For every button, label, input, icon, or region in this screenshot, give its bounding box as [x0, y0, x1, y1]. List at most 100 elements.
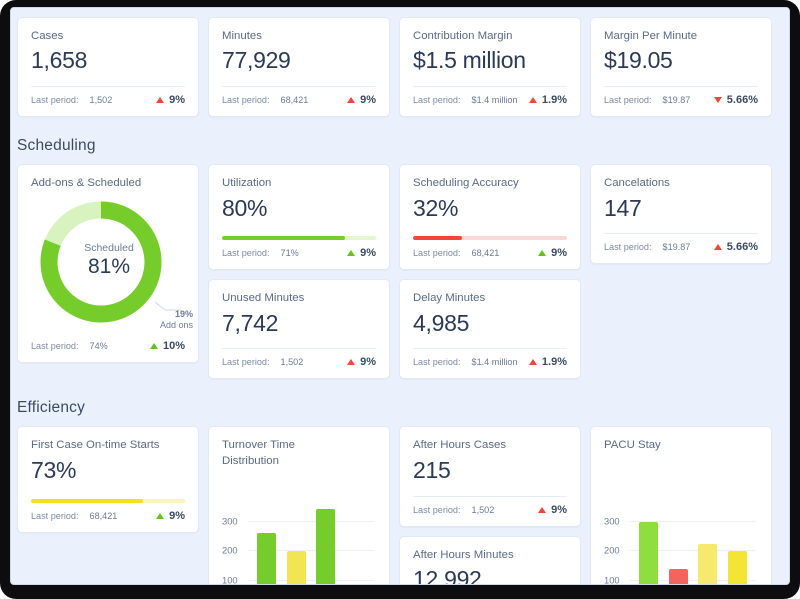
delta-indicator: 1.9% — [528, 356, 567, 369]
y-axis-tick-label: 300 — [604, 515, 620, 527]
section-title-scheduling: Scheduling — [17, 137, 96, 155]
last-period-label: Last period: — [413, 504, 461, 515]
last-period-value: 1,502 — [89, 95, 113, 106]
kpi-card-cases[interactable]: Cases 1,658 Last period: 1,502 9% — [17, 17, 199, 118]
progress-fill — [31, 498, 144, 503]
delta-indicator: 5.66% — [713, 241, 758, 254]
bar[interactable] — [727, 551, 747, 584]
chart-title-line1: PACU Stay — [604, 439, 661, 452]
bar[interactable] — [668, 569, 688, 584]
efficiency-col-first-case: First Case On-time Starts 73% Last perio… — [17, 426, 199, 533]
donut-center-label: Scheduled — [84, 241, 134, 254]
delta-value: 1.9% — [541, 356, 567, 369]
card-after-hours-minutes[interactable]: After Hours Minutes 12,992 — [399, 535, 581, 584]
last-period-label: Last period: — [413, 248, 461, 259]
card-label: Add-ons & Scheduled — [31, 177, 142, 190]
last-period-value: 74% — [89, 340, 108, 351]
delta-value: 1.9% — [541, 94, 567, 107]
last-period-value: 1,502 — [471, 504, 495, 515]
trend-up-icon — [713, 244, 722, 251]
bar-group — [634, 491, 752, 584]
card-after-hours-cases[interactable]: After Hours Cases 215 Last period: 1,502… — [399, 426, 581, 527]
card-unused-minutes[interactable]: Unused Minutes 7,742 Last period: 1,502 … — [208, 279, 390, 380]
card-footer: Last period: 68,421 9% — [413, 247, 567, 259]
grid-line — [630, 579, 756, 581]
progress-fill — [413, 236, 463, 241]
scheduling-col-utilization: Utilization 80% Last period: 71% 9% — [208, 164, 390, 380]
divider — [31, 86, 185, 88]
card-cancelations[interactable]: Cancelations 147 Last period: $19.87 5.6… — [590, 164, 772, 265]
divider — [222, 348, 376, 350]
scheduling-col-cancelations: Cancelations 147 Last period: $19.87 5.6… — [590, 164, 772, 265]
bar-chart-turnover: 100 200 300 — [222, 491, 376, 584]
chart-title-line1: Turnover Time — [222, 439, 296, 452]
bar[interactable] — [286, 550, 306, 584]
progress-track — [31, 498, 185, 503]
grid-line — [630, 520, 756, 522]
last-period-value: $1.4 million — [471, 95, 518, 106]
card-first-case-ontime-starts[interactable]: First Case On-time Starts 73% Last perio… — [17, 426, 199, 533]
kpi-card-minutes[interactable]: Minutes 77,929 Last period: 68,421 9% — [208, 17, 390, 118]
card-value: 147 — [604, 194, 642, 221]
last-period-label: Last period: — [31, 510, 79, 521]
divider — [413, 348, 567, 350]
card-turnover-time-distribution[interactable]: Turnover Time Distribution 100 200 300 — [208, 426, 390, 584]
bar[interactable] — [698, 544, 718, 584]
card-label: Scheduling Accuracy — [413, 177, 519, 190]
delta-value: 9% — [360, 94, 376, 107]
card-label: First Case On-time Starts — [31, 439, 160, 452]
last-period-value: 68,421 — [89, 510, 118, 521]
trend-up-icon — [347, 359, 356, 366]
delta-value: 5.66% — [726, 94, 758, 107]
card-footer: Last period: 1,502 9% — [413, 504, 567, 516]
card-delay-minutes[interactable]: Delay Minutes 4,985 Last period: $1.4 mi… — [399, 279, 581, 380]
delta-value: 5.66% — [726, 241, 758, 254]
y-axis-tick-label: 200 — [604, 544, 620, 556]
efficiency-col-after-hours: After Hours Cases 215 Last period: 1,502… — [399, 426, 581, 584]
bar-group — [252, 491, 370, 584]
trend-down-icon — [713, 97, 722, 104]
card-scheduling-accuracy[interactable]: Scheduling Accuracy 32% Last period: 68,… — [399, 164, 581, 271]
card-value: 4,985 — [413, 309, 470, 336]
scheduling-row: Add-ons & Scheduled Scheduled 81% — [11, 164, 789, 380]
donut-center-label-group: Scheduled 81% — [31, 242, 187, 279]
kpi-card-contribution-margin[interactable]: Contribution Margin $1.5 million Last pe… — [399, 17, 581, 118]
bar[interactable] — [257, 532, 277, 584]
donut-note-name: Add ons — [159, 320, 193, 331]
delta-indicator: 9% — [347, 247, 376, 259]
last-period-label: Last period: — [222, 95, 270, 106]
dashboard-scroll-area[interactable]: Cases 1,658 Last period: 1,502 9% Minute… — [11, 8, 789, 584]
card-value: 215 — [413, 456, 451, 483]
card-pacu-stay[interactable]: PACU Stay 100 200 300 — [590, 426, 772, 584]
card-label: Contribution Margin — [413, 30, 513, 42]
y-axis-tick-label: 100 — [604, 574, 620, 584]
card-value: 77,929 — [222, 47, 291, 74]
card-label: Unused Minutes — [222, 292, 305, 305]
grid-line — [248, 520, 374, 522]
efficiency-row: First Case On-time Starts 73% Last perio… — [11, 426, 789, 584]
scheduling-col-accuracy: Scheduling Accuracy 32% Last period: 68,… — [399, 164, 581, 380]
trend-up-icon — [528, 359, 537, 366]
bar[interactable] — [639, 522, 659, 584]
trend-up-icon — [528, 97, 537, 104]
donut-center-value: 81% — [87, 254, 131, 278]
last-period-label: Last period: — [604, 242, 652, 253]
last-period-value: $19.87 — [662, 95, 691, 106]
card-addons-scheduled[interactable]: Add-ons & Scheduled Scheduled 81% — [17, 164, 199, 363]
trend-up-icon — [538, 506, 547, 513]
delta-indicator: 5.66% — [713, 94, 758, 107]
bar[interactable] — [316, 508, 336, 584]
card-utilization[interactable]: Utilization 80% Last period: 71% 9% — [208, 164, 390, 271]
last-period-label: Last period: — [222, 248, 270, 259]
delta-indicator: 9% — [538, 247, 567, 259]
delta-indicator: 9% — [156, 510, 185, 522]
delta-value: 9% — [169, 94, 185, 107]
divider — [413, 495, 567, 497]
delta-indicator: 9% — [347, 94, 376, 106]
delta-indicator: 9% — [156, 94, 185, 106]
card-footer: Last period: 1,502 9% — [31, 94, 185, 106]
kpi-card-margin-per-minute[interactable]: Margin Per Minute $19.05 Last period: $1… — [590, 17, 772, 118]
donut-svg — [40, 201, 181, 323]
delta-indicator: 1.9% — [528, 94, 567, 107]
